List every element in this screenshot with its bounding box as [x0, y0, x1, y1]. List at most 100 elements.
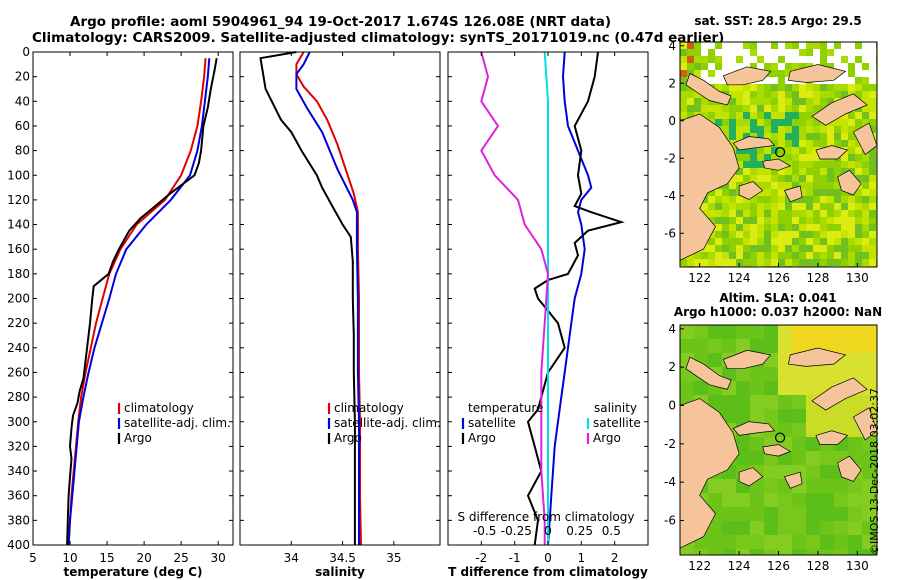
sst_map-cell	[743, 224, 751, 232]
sst_map-cell	[701, 98, 709, 106]
sla_map-cell	[778, 325, 793, 340]
sst_map-cell	[799, 231, 807, 239]
sst_map-cell	[855, 70, 863, 78]
sst_map-cell	[764, 182, 772, 190]
sla_map-cell	[834, 507, 849, 522]
sst_map-cell	[813, 154, 821, 162]
sst_map-cell	[764, 77, 772, 85]
sst_map-cell	[764, 154, 772, 162]
sst_map-cell	[715, 231, 723, 239]
sla_map-cell	[876, 339, 877, 354]
sst_map-cell	[757, 42, 765, 50]
sst_map-cell	[778, 112, 786, 120]
sst_map-cell	[799, 49, 807, 57]
sst_map-cell	[862, 203, 870, 211]
sst_map-land	[685, 73, 732, 106]
sst_map-cell	[680, 49, 688, 57]
sla_map-cell	[820, 367, 835, 382]
sst_map-cell	[820, 238, 828, 246]
sla_map-cell	[806, 367, 821, 382]
sla_map-cell	[848, 535, 863, 550]
sst_map-cell	[799, 259, 807, 267]
sst_map-cell	[701, 259, 709, 267]
sst_map-cell	[750, 217, 758, 225]
sst_map-cell	[708, 77, 716, 85]
sst_map-cell	[785, 133, 793, 141]
sst_map-cell	[764, 42, 772, 50]
sst_map-cell	[736, 224, 744, 232]
sst_map-cell	[764, 126, 772, 134]
sla_map-cell	[820, 521, 835, 536]
sst_map-cell	[750, 245, 758, 253]
y-tick-label: 360	[7, 489, 30, 503]
sst_map-cell	[729, 91, 737, 99]
map-y-tick-label: 0	[668, 399, 676, 413]
x-tick-label: 15	[99, 551, 114, 565]
sla_map-cell	[806, 451, 821, 466]
sst_map-cell	[771, 168, 779, 176]
sla_map-cell	[764, 521, 779, 536]
sst_map-cell	[722, 182, 730, 190]
sst_map-cell	[855, 63, 863, 71]
sla_map-cell	[750, 493, 765, 508]
y-tick-label: 300	[7, 415, 30, 429]
sst_map-cell	[778, 98, 786, 106]
sal-legend-1-label: satellite-adj. clim.	[334, 416, 441, 430]
sst_map-cell	[806, 91, 814, 99]
sst_map-cell	[827, 49, 835, 57]
sst_map-cell	[757, 196, 765, 204]
y-tick-label: 340	[7, 464, 30, 478]
sst_map-cell	[694, 56, 702, 64]
sst_map-cell	[813, 133, 821, 141]
sst_map-cell	[869, 84, 877, 92]
x-tick-label: 30	[211, 551, 226, 565]
sst_map-cell	[848, 196, 856, 204]
sst_map-cell	[855, 224, 863, 232]
sla_map-cell	[764, 549, 779, 555]
sst_map-cell	[869, 98, 877, 106]
sst_map-cell	[750, 147, 758, 155]
sst_map-cell	[785, 140, 793, 148]
sst_map-cell	[820, 196, 828, 204]
sst_map-cell	[771, 259, 779, 267]
sst_map-land	[722, 66, 772, 86]
sst_map-cell	[757, 168, 765, 176]
sst_map-cell	[820, 168, 828, 176]
sst_map-cell	[771, 182, 779, 190]
sst_map-cell	[792, 63, 800, 71]
x-tick-label: 5	[29, 551, 37, 565]
sst_map-cell	[848, 161, 856, 169]
sst_map-cell	[722, 252, 730, 260]
sst_map-cell	[785, 175, 793, 183]
sst_map-cell	[771, 42, 779, 50]
sst_map-cell	[799, 119, 807, 127]
sst_map-cell	[750, 49, 758, 57]
sst_map-cell	[792, 245, 800, 253]
sst_map-cell	[834, 175, 842, 183]
sst_map-cell	[806, 140, 814, 148]
sst_map-cell	[827, 231, 835, 239]
sst_map-cell	[778, 126, 786, 134]
y-tick-label: 100	[7, 168, 30, 182]
sst_map-cell	[729, 49, 737, 57]
sst_map-cell	[862, 231, 870, 239]
sst_map-cell	[792, 161, 800, 169]
sst_map-cell	[764, 168, 772, 176]
sla_map-cell	[750, 381, 765, 396]
sla_map-cell	[820, 493, 835, 508]
sst_map-cell	[862, 98, 870, 106]
sst_map-cell	[855, 168, 863, 176]
x-tick-label: 35	[386, 551, 401, 565]
sst_map-cell	[750, 119, 758, 127]
sst_map-land	[811, 93, 868, 126]
sst_map-cell	[785, 91, 793, 99]
sst_map-cell	[729, 224, 737, 232]
sst_map-cell	[743, 133, 751, 141]
sst_map-cell	[813, 84, 821, 92]
sst_map-cell	[855, 77, 863, 85]
y-tick-label: 220	[7, 316, 30, 330]
sst_map-cell	[841, 42, 849, 50]
sla_map-cell	[750, 339, 765, 354]
sst_map-cell	[841, 161, 849, 169]
map-x-tick-label: 122	[688, 559, 711, 573]
